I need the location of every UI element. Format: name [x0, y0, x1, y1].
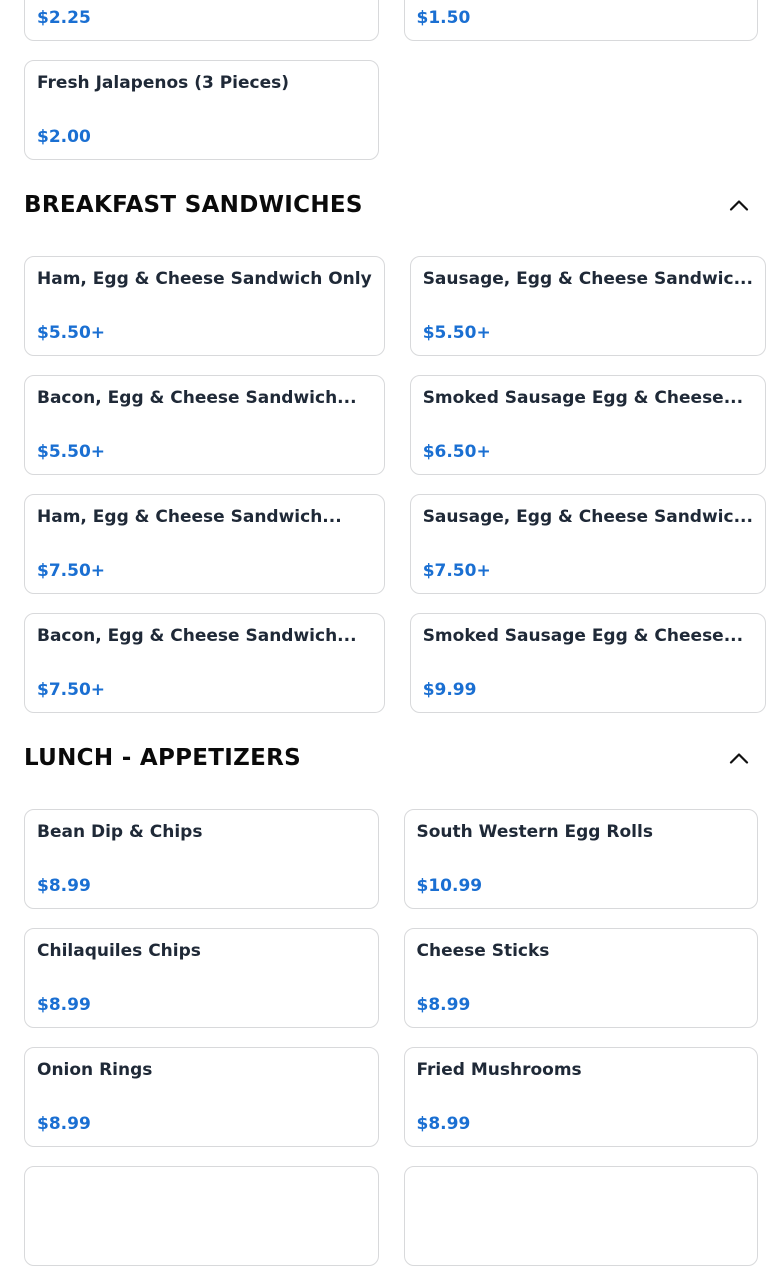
- menu-item-name: Bean Dip & Chips: [37, 822, 203, 842]
- menu-item-card[interactable]: Ham, Egg & Cheese Sandwich... $7.50+: [24, 494, 385, 594]
- menu-item-name: Bacon, Egg & Cheese Sandwich...: [37, 626, 357, 646]
- menu-item-name: Smoked Sausage Egg & Cheese...: [422, 626, 744, 646]
- menu-item-name: Smoked Sausage Egg & Cheese...: [422, 388, 744, 408]
- menu-item-price: $8.99: [37, 1114, 91, 1134]
- menu-item-name: Sausage, Egg & Cheese Sandwic...: [422, 269, 753, 289]
- menu-item-price: [37, 1231, 366, 1255]
- menu-item-card[interactable]: Bean Dip & Chips $8.99: [24, 809, 379, 909]
- menu-item-name: Ham, Egg & Cheese Sandwich Only: [37, 269, 372, 289]
- menu-item-name: Chilaquiles Chips: [37, 941, 201, 961]
- menu-item-card[interactable]: Sausage, Egg & Cheese Sandwic... $5.50+: [409, 256, 766, 356]
- menu-item-card[interactable]: Bacon, Egg & Cheese Sandwich... $7.50+: [24, 613, 385, 713]
- menu-item-price: $8.99: [416, 995, 471, 1015]
- chevron-up-icon[interactable]: [728, 747, 750, 769]
- menu-item-card[interactable]: Smoked Sausage Egg & Cheese... $9.99: [409, 613, 766, 713]
- menu-item-name: Onion Rings: [37, 1060, 153, 1080]
- section-header[interactable]: LUNCH - APPETIZERS: [24, 744, 758, 772]
- menu-item-card[interactable]: [403, 1166, 758, 1266]
- menu-item-name: Bacon, Egg & Cheese Sandwich...: [37, 388, 357, 408]
- menu-item-name: [417, 1177, 746, 1201]
- menu-item-card[interactable]: $2.25: [24, 0, 379, 41]
- menu-item-price: $2.25: [37, 8, 91, 28]
- menu-items-grid: $2.25 $1.50 Fresh Jalapenos (3 Pieces) $…: [24, 0, 758, 160]
- menu-item-card[interactable]: [24, 1166, 379, 1266]
- menu-item-card[interactable]: Cheese Sticks $8.99: [403, 928, 758, 1028]
- menu-item-card[interactable]: Onion Rings $8.99: [24, 1047, 379, 1147]
- menu-item-price: $7.50+: [37, 680, 106, 700]
- menu-item-price: $8.99: [37, 995, 91, 1015]
- menu-item-price: $2.00: [37, 127, 91, 147]
- section-header[interactable]: BREAKFAST SANDWICHES: [24, 191, 758, 219]
- menu-item-card[interactable]: $1.50: [403, 0, 758, 41]
- menu-item-price: $5.50+: [37, 442, 106, 462]
- menu-items-grid: Bean Dip & Chips $8.99 South Western Egg…: [24, 809, 758, 1266]
- menu-item-price: $8.99: [416, 1114, 471, 1134]
- chevron-up-icon[interactable]: [728, 194, 750, 216]
- menu-item-name: [37, 1177, 366, 1201]
- menu-item-name: Fried Mushrooms: [416, 1060, 582, 1080]
- menu-item-name: Cheese Sticks: [416, 941, 550, 961]
- menu-item-card[interactable]: Sausage, Egg & Cheese Sandwic... $7.50+: [409, 494, 766, 594]
- menu-item-price: $8.99: [37, 876, 91, 896]
- menu-item-price: $1.50: [416, 8, 471, 28]
- menu-item-card[interactable]: Chilaquiles Chips $8.99: [24, 928, 379, 1028]
- menu-item-price: $5.50+: [37, 323, 106, 343]
- menu-item-price: [417, 1231, 746, 1255]
- menu-item-name: Fresh Jalapenos (3 Pieces): [37, 73, 290, 93]
- menu-item-price: $7.50+: [37, 561, 106, 581]
- menu-item-name: Sausage, Egg & Cheese Sandwic...: [422, 507, 753, 527]
- menu-item-price: $9.99: [422, 680, 477, 700]
- menu-item-card[interactable]: South Western Egg Rolls $10.99: [403, 809, 758, 909]
- menu-item-price: $5.50+: [422, 323, 491, 343]
- menu-item-price: $10.99: [416, 876, 483, 896]
- menu-item-card[interactable]: Fresh Jalapenos (3 Pieces) $2.00: [24, 60, 379, 160]
- section-title: LUNCH - APPETIZERS: [24, 745, 301, 771]
- menu-item-card[interactable]: Fried Mushrooms $8.99: [403, 1047, 758, 1147]
- section-title: BREAKFAST SANDWICHES: [24, 192, 363, 218]
- menu-item-name: Ham, Egg & Cheese Sandwich...: [37, 507, 342, 527]
- menu-item-card[interactable]: Ham, Egg & Cheese Sandwich Only $5.50+: [24, 256, 385, 356]
- menu-item-name: South Western Egg Rolls: [416, 822, 653, 842]
- menu-items-grid: Ham, Egg & Cheese Sandwich Only $5.50+ S…: [24, 256, 766, 713]
- menu-item-price: $6.50+: [422, 442, 491, 462]
- menu-item-card[interactable]: Smoked Sausage Egg & Cheese... $6.50+: [409, 375, 766, 475]
- menu-item-price: $7.50+: [422, 561, 491, 581]
- menu-item-card[interactable]: Bacon, Egg & Cheese Sandwich... $5.50+: [24, 375, 385, 475]
